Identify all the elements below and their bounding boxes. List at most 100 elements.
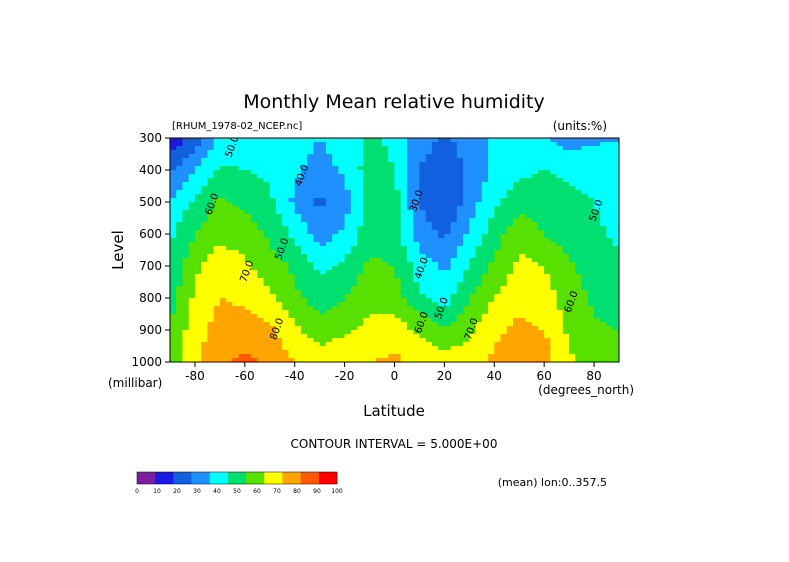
heatmap-cell <box>294 142 302 147</box>
heatmap-cell <box>481 210 489 215</box>
heatmap-cell <box>226 186 233 191</box>
heatmap-cell <box>176 186 184 191</box>
heatmap-cell <box>350 242 358 247</box>
heatmap-cell <box>319 170 327 175</box>
heatmap-cell <box>413 182 421 187</box>
heatmap-cell <box>288 182 296 187</box>
heatmap-cell <box>388 286 396 291</box>
heatmap-cell <box>357 254 364 259</box>
heatmap-cell <box>431 146 439 151</box>
heatmap-cell <box>406 186 414 191</box>
heatmap-cell <box>425 286 433 291</box>
heatmap-cell <box>438 310 445 315</box>
heatmap-cell <box>176 138 184 143</box>
heatmap-cell <box>481 274 489 279</box>
heatmap-cell <box>431 182 439 187</box>
heatmap-cell <box>488 158 495 163</box>
heatmap-cell <box>600 298 608 303</box>
heatmap-cell <box>463 290 470 295</box>
heatmap-cell <box>251 274 258 279</box>
heatmap-cell <box>581 330 589 335</box>
heatmap-cell <box>182 182 190 187</box>
heatmap-cell <box>282 142 290 147</box>
heatmap-cell <box>506 298 514 303</box>
heatmap-cell <box>500 294 508 299</box>
heatmap-cell <box>257 206 265 211</box>
heatmap-cell <box>525 298 533 303</box>
heatmap-cell <box>300 238 308 243</box>
heatmap-cell <box>226 198 233 203</box>
heatmap-cell <box>319 318 327 323</box>
heatmap-cell <box>525 270 533 275</box>
heatmap-cell <box>201 314 209 319</box>
heatmap-cell <box>325 218 333 223</box>
heatmap-cell <box>176 342 184 347</box>
heatmap-cell <box>294 190 302 195</box>
heatmap-cell <box>463 182 470 187</box>
heatmap-cell <box>438 162 445 167</box>
heatmap-cell <box>251 290 258 295</box>
heatmap-cell <box>500 154 508 159</box>
heatmap-cell <box>612 238 619 243</box>
heatmap-cell <box>288 322 296 327</box>
heatmap-cell <box>282 182 290 187</box>
heatmap-cell <box>537 182 545 187</box>
heatmap-cell <box>357 318 364 323</box>
heatmap-cell <box>581 198 589 203</box>
heatmap-cell <box>531 222 539 227</box>
heatmap-cell <box>606 342 614 347</box>
heatmap-cell <box>338 198 346 203</box>
heatmap-cell <box>550 350 558 355</box>
heatmap-cell <box>413 170 421 175</box>
heatmap-cell <box>219 222 227 227</box>
heatmap-cell <box>350 318 358 323</box>
heatmap-cell <box>257 282 265 287</box>
heatmap-cell <box>257 202 265 207</box>
heatmap-cell <box>519 202 527 207</box>
heatmap-cell <box>406 178 414 183</box>
heatmap-cell <box>431 298 439 303</box>
heatmap-cell <box>369 358 377 362</box>
heatmap-cell <box>575 214 583 219</box>
heatmap-cell <box>319 234 327 239</box>
heatmap-cell <box>369 242 377 247</box>
heatmap-cell <box>481 326 489 331</box>
heatmap-cell <box>394 186 402 191</box>
heatmap-cell <box>201 138 209 143</box>
heatmap-cell <box>419 246 427 251</box>
heatmap-cell <box>344 346 352 351</box>
heatmap-cell <box>450 290 458 295</box>
heatmap-cell <box>419 190 427 195</box>
heatmap-cell <box>419 322 427 327</box>
heatmap-cell <box>357 350 364 355</box>
heatmap-cell <box>213 230 221 235</box>
heatmap-cell <box>194 190 202 195</box>
heatmap-cell <box>550 302 558 307</box>
heatmap-cell <box>388 350 396 355</box>
heatmap-cell <box>194 174 202 179</box>
heatmap-cell <box>587 166 595 171</box>
heatmap-cell <box>406 250 414 255</box>
heatmap-cell <box>232 278 240 283</box>
heatmap-cell <box>500 230 508 235</box>
heatmap-cell <box>456 210 464 215</box>
heatmap-cell <box>600 214 608 219</box>
heatmap-cell <box>475 194 483 199</box>
heatmap-cell <box>537 162 545 167</box>
heatmap-cell <box>537 190 545 195</box>
heatmap-cell <box>388 354 396 359</box>
heatmap-cell <box>400 330 408 335</box>
heatmap-cell <box>500 246 508 251</box>
heatmap-cell <box>213 238 221 243</box>
heatmap-cell <box>263 158 271 163</box>
heatmap-cell <box>500 194 508 199</box>
heatmap-cell <box>400 138 408 143</box>
heatmap-cell <box>463 234 470 239</box>
heatmap-cell <box>419 338 427 343</box>
heatmap-cell <box>363 162 371 167</box>
heatmap-cell <box>431 306 439 311</box>
heatmap-cell <box>488 326 495 331</box>
heatmap-cell <box>450 186 458 191</box>
heatmap-cell <box>481 238 489 243</box>
heatmap-cell <box>425 274 433 279</box>
